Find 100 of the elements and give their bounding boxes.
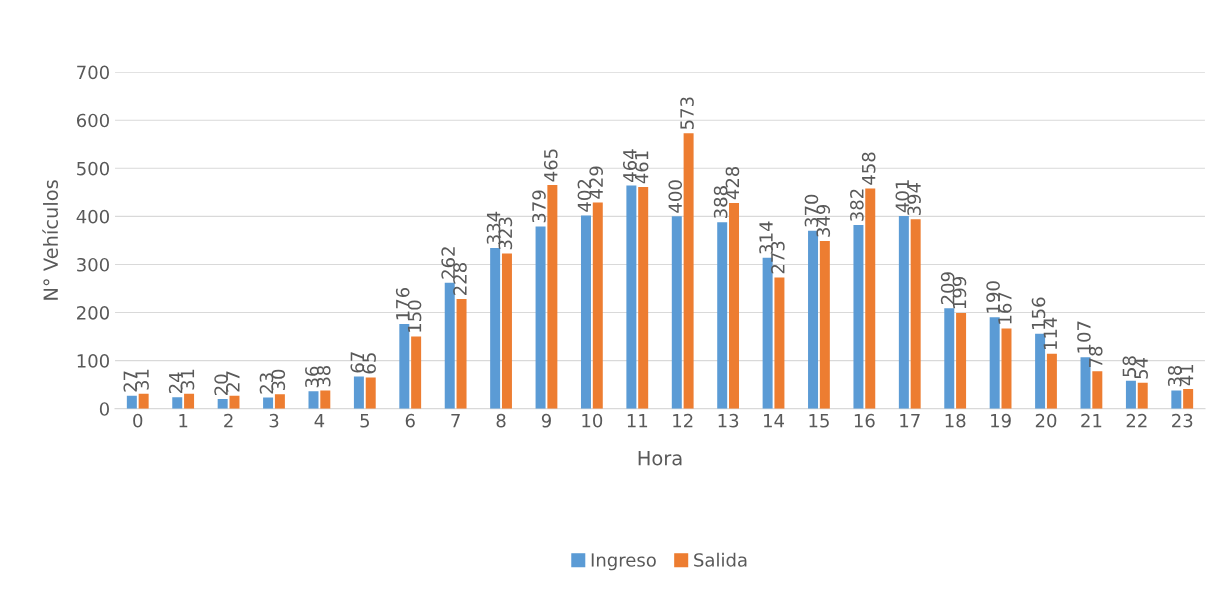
data-label: 54 xyxy=(1134,357,1148,379)
bar xyxy=(535,226,546,409)
bar xyxy=(547,185,558,409)
x-tick-label: 1 xyxy=(179,414,188,428)
bar xyxy=(1046,353,1057,409)
data-label: 401 xyxy=(895,180,910,213)
bar xyxy=(1183,388,1194,409)
data-label: 167 xyxy=(998,292,1012,324)
bar xyxy=(638,187,649,409)
bar xyxy=(683,133,694,409)
x-tick-label: 18 xyxy=(945,413,966,428)
bar xyxy=(320,390,331,409)
x-tick-label: 21 xyxy=(1081,413,1102,428)
bar xyxy=(490,248,501,409)
bar xyxy=(956,313,967,409)
data-label: 273 xyxy=(771,241,785,274)
y-tick-label: 0 xyxy=(99,402,109,416)
bar xyxy=(1080,357,1091,409)
bar xyxy=(717,222,728,409)
data-label: 31 xyxy=(135,369,149,390)
data-label: 458 xyxy=(861,152,876,185)
x-tick-label: 16 xyxy=(854,413,875,428)
bar xyxy=(580,215,591,409)
bar xyxy=(910,219,921,409)
bar xyxy=(592,202,603,409)
x-tick-label: 23 xyxy=(1172,413,1193,428)
data-label: 38 xyxy=(1167,365,1182,387)
bar xyxy=(853,225,864,409)
x-tick-label: 6 xyxy=(405,413,415,428)
y-tick-label: 500 xyxy=(77,161,109,176)
bar xyxy=(1125,380,1136,409)
data-label: 379 xyxy=(532,190,546,223)
bar xyxy=(365,377,376,409)
x-tick-label: 13 xyxy=(718,413,739,428)
data-label: 314 xyxy=(759,221,773,254)
bar xyxy=(1092,371,1103,409)
x-tick-label: 20 xyxy=(1035,413,1057,428)
bar xyxy=(456,299,467,409)
x-tick-label: 17 xyxy=(900,414,920,428)
data-label: 27 xyxy=(123,371,137,392)
bar xyxy=(626,185,637,409)
bar xyxy=(138,393,149,409)
data-label: 382 xyxy=(850,189,864,221)
data-label: 107 xyxy=(1077,321,1091,353)
bar xyxy=(274,394,285,409)
data-label: 41 xyxy=(1179,364,1194,386)
bar xyxy=(819,240,830,409)
data-label: 67 xyxy=(350,352,365,373)
bar xyxy=(217,399,228,409)
x-tick-label: 14 xyxy=(764,414,784,428)
bar xyxy=(184,393,195,409)
x-tick-label: 19 xyxy=(991,413,1011,428)
bar xyxy=(1001,328,1012,409)
bar xyxy=(229,395,240,409)
y-tick-label: 200 xyxy=(77,305,109,320)
x-tick-label: 11 xyxy=(627,414,648,428)
data-label: 78 xyxy=(1088,346,1103,367)
x-tick-label: 4 xyxy=(314,414,325,428)
data-label: 400 xyxy=(668,180,683,213)
x-tick-label: 15 xyxy=(809,414,829,428)
x-tick-label: 3 xyxy=(269,413,279,428)
bar xyxy=(774,277,785,409)
x-tick-label: 0 xyxy=(133,413,143,428)
bar xyxy=(989,317,1000,409)
bar xyxy=(671,216,682,409)
y-tick-label: 300 xyxy=(77,257,109,272)
x-tick-label: 5 xyxy=(360,414,369,428)
x-tick-label: 7 xyxy=(451,414,460,428)
legend-label: Ingreso xyxy=(591,553,656,571)
data-label: 20 xyxy=(214,374,228,395)
data-label: 429 xyxy=(589,166,604,199)
bar xyxy=(1137,382,1148,409)
y-tick-label: 400 xyxy=(76,209,109,224)
bar xyxy=(944,308,955,409)
data-label: 262 xyxy=(441,247,455,279)
bar xyxy=(444,282,455,409)
bar xyxy=(1171,390,1182,409)
bar xyxy=(898,215,909,409)
x-tick-label: 22 xyxy=(1126,413,1147,428)
bar xyxy=(762,257,773,409)
data-label: 27 xyxy=(226,371,240,392)
data-label: 190 xyxy=(986,281,1000,313)
bar xyxy=(353,376,364,409)
x-tick-label: 9 xyxy=(541,413,551,428)
bar xyxy=(263,397,274,409)
x-tick-label: 12 xyxy=(673,413,693,428)
bar xyxy=(501,253,512,409)
y-tick-label: 600 xyxy=(76,113,109,128)
x-tick-label: 8 xyxy=(496,413,506,428)
bar xyxy=(865,188,876,409)
data-label: 573 xyxy=(680,97,694,130)
data-label: 38 xyxy=(316,365,331,387)
bar xyxy=(729,202,740,409)
data-label: 465 xyxy=(543,149,558,182)
x-tick-label: 2 xyxy=(224,413,233,428)
data-label: 228 xyxy=(453,263,467,295)
x-axis-title: Hora xyxy=(638,451,682,466)
bar xyxy=(172,397,183,409)
y-axis-title: N° Vehículos xyxy=(42,180,59,300)
y-tick-label: 100 xyxy=(77,354,109,368)
